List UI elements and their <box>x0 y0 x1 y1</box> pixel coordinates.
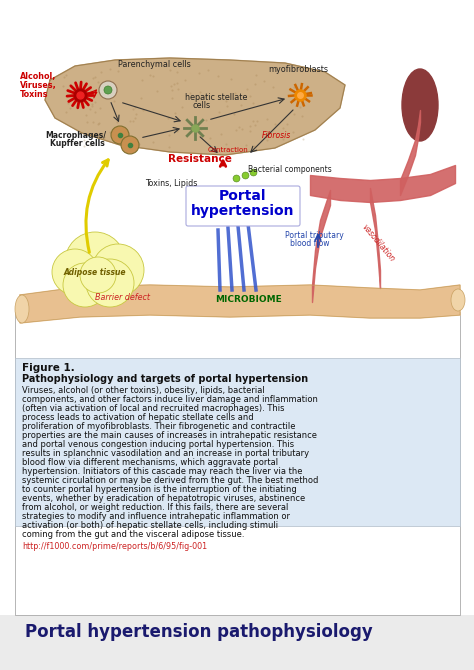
Text: blood flow via different mechanisms, which aggravate portal: blood flow via different mechanisms, whi… <box>22 458 278 467</box>
Circle shape <box>104 86 112 94</box>
Ellipse shape <box>451 289 465 311</box>
Text: Portal tributary: Portal tributary <box>285 231 344 240</box>
Text: proliferation of myofibroblasts. Their fibrogenetic and contractile: proliferation of myofibroblasts. Their f… <box>22 422 295 431</box>
Text: Adipose tissue: Adipose tissue <box>64 267 126 277</box>
Circle shape <box>52 249 98 295</box>
Circle shape <box>121 136 139 154</box>
Circle shape <box>63 263 107 307</box>
Text: hepatic stellate: hepatic stellate <box>185 93 247 102</box>
Text: Resistance: Resistance <box>168 154 232 164</box>
Text: components, and other factors induce liver damage and inflammation: components, and other factors induce liv… <box>22 395 318 404</box>
Text: results in splanchnic vasodilation and an increase in portal tributary: results in splanchnic vasodilation and a… <box>22 449 309 458</box>
Text: Portal: Portal <box>219 189 267 203</box>
Text: hypertension: hypertension <box>191 204 295 218</box>
Circle shape <box>92 244 144 296</box>
Polygon shape <box>45 58 345 155</box>
Text: strategies to modify and influence intrahepatic inflammation or: strategies to modify and influence intra… <box>22 512 290 521</box>
Text: events, whether by eradication of hepatotropic viruses, abstinence: events, whether by eradication of hepato… <box>22 494 305 503</box>
FancyBboxPatch shape <box>15 312 460 615</box>
Circle shape <box>111 126 129 144</box>
FancyBboxPatch shape <box>15 358 460 526</box>
Circle shape <box>65 232 125 292</box>
Text: properties are the main causes of increases in intrahepatic resistance: properties are the main causes of increa… <box>22 431 317 440</box>
Text: http://f1000.com/prime/reports/b/6/95/fig-001: http://f1000.com/prime/reports/b/6/95/fi… <box>22 542 207 551</box>
FancyBboxPatch shape <box>186 186 300 226</box>
Text: Figure 1.: Figure 1. <box>22 363 75 373</box>
Text: cells: cells <box>193 101 211 110</box>
Text: Barrier defect: Barrier defect <box>95 293 150 302</box>
Text: hypertension. Initiators of this cascade may reach the liver via the: hypertension. Initiators of this cascade… <box>22 467 302 476</box>
Text: Toxins: Toxins <box>20 90 48 99</box>
Text: Contraction: Contraction <box>208 147 249 153</box>
Text: coming from the gut and the visceral adipose tissue.: coming from the gut and the visceral adi… <box>22 530 245 539</box>
Text: Parenchymal cells: Parenchymal cells <box>118 60 191 69</box>
Circle shape <box>80 257 116 293</box>
Text: to counter portal hypertension is the interruption of the initiating: to counter portal hypertension is the in… <box>22 485 297 494</box>
Text: Viruses, alcohol (or other toxins), obesity, lipids, bacterial: Viruses, alcohol (or other toxins), obes… <box>22 386 265 395</box>
Text: Macrophages/: Macrophages/ <box>45 131 106 140</box>
Text: Bacterial components: Bacterial components <box>248 165 332 174</box>
Text: Viruses,: Viruses, <box>20 81 57 90</box>
Circle shape <box>99 81 117 99</box>
Text: Fibrosis: Fibrosis <box>262 131 291 140</box>
Circle shape <box>86 259 134 307</box>
Text: process leads to activation of hepatic stellate cells and: process leads to activation of hepatic s… <box>22 413 254 422</box>
Text: from alcohol, or weight reduction. If this fails, there are several: from alcohol, or weight reduction. If th… <box>22 503 288 512</box>
Polygon shape <box>20 285 460 323</box>
Text: systemic circulation or may be derived from the gut. The best method: systemic circulation or may be derived f… <box>22 476 319 485</box>
Ellipse shape <box>15 295 29 323</box>
Ellipse shape <box>402 69 438 141</box>
Text: MICROBIOME: MICROBIOME <box>215 295 282 304</box>
Text: Portal hypertension pathophysiology: Portal hypertension pathophysiology <box>25 623 373 641</box>
Text: and portal venous congestion inducing portal hypertension. This: and portal venous congestion inducing po… <box>22 440 294 449</box>
Text: myofibroblasts: myofibroblasts <box>268 65 328 74</box>
Text: blood flow: blood flow <box>290 239 329 248</box>
FancyBboxPatch shape <box>0 615 474 670</box>
Text: activation (or both) of hepatic stellate cells, including stimuli: activation (or both) of hepatic stellate… <box>22 521 278 530</box>
Text: (often via activation of local and recruited macrophages). This: (often via activation of local and recru… <box>22 404 284 413</box>
Text: Pathophysiology and targets of portal hypertension: Pathophysiology and targets of portal hy… <box>22 374 308 384</box>
Text: Toxins, Lipids: Toxins, Lipids <box>145 179 197 188</box>
Text: vasodilation: vasodilation <box>360 223 397 264</box>
Text: Alcohol,: Alcohol, <box>20 72 56 81</box>
Text: Kupffer cells: Kupffer cells <box>50 139 105 148</box>
